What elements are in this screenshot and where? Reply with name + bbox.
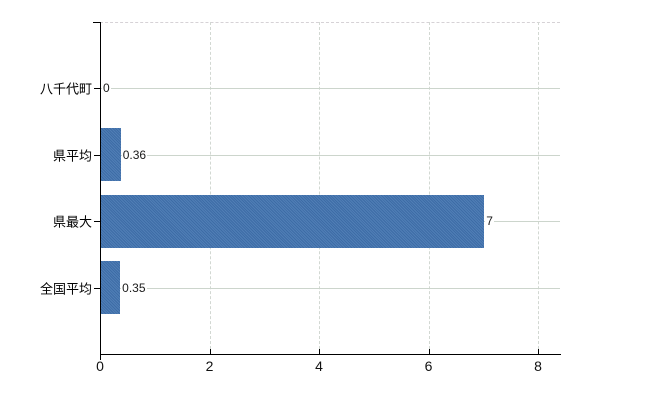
bar bbox=[101, 128, 121, 182]
y-axis-top-tick bbox=[93, 22, 100, 23]
x-tick-label: 0 bbox=[96, 358, 104, 374]
category-label: 県最大 bbox=[52, 214, 92, 230]
x-tick-label: 4 bbox=[315, 358, 323, 374]
category-label: 八千代町 bbox=[39, 81, 92, 97]
value-label: 0.35 bbox=[121, 280, 147, 295]
h-gridline bbox=[101, 287, 560, 289]
y-axis-tick bbox=[94, 88, 100, 90]
x-axis-tick bbox=[100, 354, 101, 359]
value-label: 0.36 bbox=[121, 147, 148, 162]
y-axis-tick bbox=[94, 287, 100, 289]
y-axis-tick bbox=[94, 221, 100, 223]
value-label: 7 bbox=[485, 214, 494, 229]
x-tick-label: 6 bbox=[424, 358, 433, 374]
x-axis-tick bbox=[538, 349, 539, 354]
bar bbox=[101, 261, 121, 315]
v-gridline bbox=[319, 22, 320, 354]
plot-top-border bbox=[100, 22, 560, 23]
bar bbox=[101, 194, 485, 248]
v-gridline bbox=[209, 22, 211, 354]
x-axis-line bbox=[100, 354, 561, 355]
h-gridline bbox=[101, 88, 560, 90]
x-tick-label: 2 bbox=[205, 358, 214, 374]
y-axis-tick bbox=[94, 154, 100, 156]
y-axis-line bbox=[100, 22, 101, 360]
x-axis-tick bbox=[209, 349, 211, 354]
v-gridline bbox=[538, 22, 539, 354]
category-label: 全国平均 bbox=[39, 281, 92, 297]
category-label: 県平均 bbox=[52, 148, 92, 164]
x-axis-tick bbox=[428, 349, 430, 354]
h-gridline bbox=[101, 154, 560, 156]
x-tick-label: 8 bbox=[534, 358, 542, 374]
v-gridline bbox=[428, 22, 430, 354]
x-axis-tick bbox=[319, 349, 320, 354]
value-label: 0 bbox=[102, 81, 111, 96]
